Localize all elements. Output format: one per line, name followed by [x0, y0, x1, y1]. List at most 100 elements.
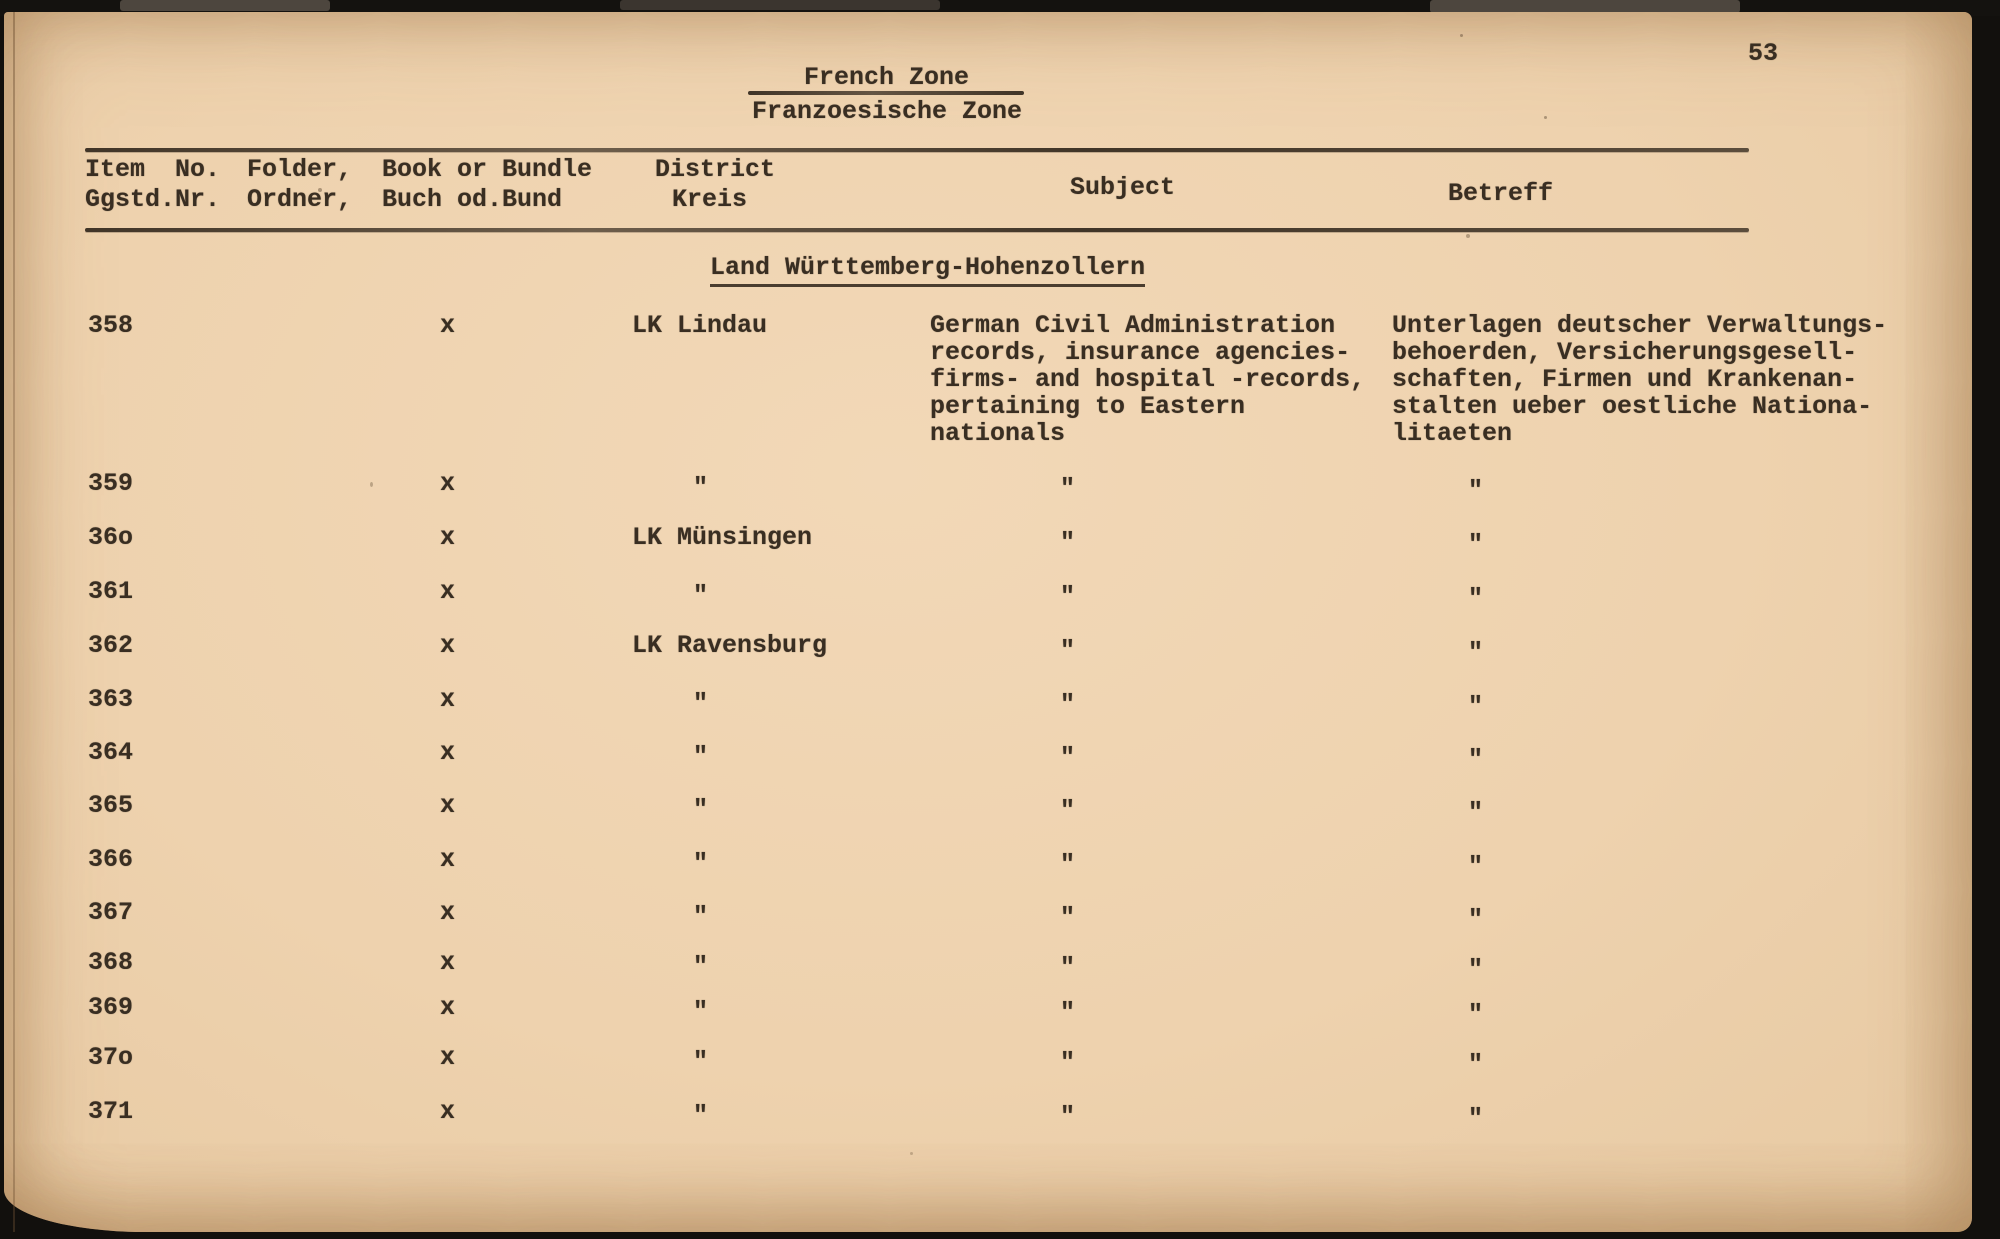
section-heading: Land Württemberg-Hohenzollern [710, 254, 1146, 287]
subject-ditto: " [1060, 743, 1076, 772]
item-number: 364 [88, 738, 134, 767]
folder-mark: x [440, 311, 456, 340]
scanner-artifact [120, 0, 330, 11]
paper-speck [910, 1152, 913, 1155]
col-header-folder-de: Ordner, Buch od.Bund [247, 185, 563, 214]
betreff-ditto: " [1468, 1104, 1484, 1133]
folder-mark: x [440, 845, 456, 874]
subject-ditto: " [1060, 998, 1076, 1027]
item-number: 367 [88, 898, 134, 927]
col-header-subject: Subject [1070, 173, 1176, 202]
subject-ditto: " [1060, 1048, 1076, 1077]
betreff-ditto: " [1468, 1000, 1484, 1029]
item-number: 359 [88, 469, 134, 498]
item-number: 37o [88, 1043, 134, 1072]
betreff-ditto: " [1468, 638, 1484, 667]
betreff-ditto: " [1468, 692, 1484, 721]
table-row: 364 x " " " [4, 738, 1972, 773]
paper-speck [1466, 234, 1470, 238]
col-header-betreff: Betreff [1448, 179, 1554, 208]
folder-mark: x [440, 1097, 456, 1126]
district-ditto: " [693, 689, 709, 718]
item-number: 36o [88, 523, 134, 552]
district-ditto: " [693, 849, 709, 878]
col-header-district-de: Kreis [672, 185, 748, 214]
table-row: 359 x " " " [4, 469, 1972, 504]
subject-ditto: " [1060, 850, 1076, 879]
table-row: 371 x " " " [4, 1097, 1972, 1132]
folder-mark: x [440, 523, 456, 552]
betreff-ditto: " [1468, 852, 1484, 881]
betreff-ditto: " [1468, 530, 1484, 559]
table-row: 363 x " " " [4, 685, 1972, 720]
col-header-district-en: District [655, 155, 776, 184]
betreff-ditto: " [1468, 476, 1484, 505]
subject-ditto: " [1060, 690, 1076, 719]
district-ditto: " [693, 1101, 709, 1130]
table-row: 36o x LK Münsingen " " [4, 523, 1972, 558]
paper-speck [1460, 34, 1463, 37]
paper-speck [318, 188, 322, 192]
page-title-german: Franzoesische Zone [752, 97, 1023, 126]
paper-sheet: 53 French Zone Franzoesische Zone Item N… [4, 12, 1972, 1232]
title-underline [748, 91, 1024, 95]
district-ditto: " [693, 795, 709, 824]
district-cell: LK Ravensburg [632, 631, 828, 660]
subject-ditto: " [1060, 1102, 1076, 1131]
district-cell: LK Lindau [632, 311, 768, 340]
district-ditto: " [693, 997, 709, 1026]
item-number: 361 [88, 577, 134, 606]
folder-mark: x [440, 1043, 456, 1072]
subject-ditto: " [1060, 636, 1076, 665]
district-ditto: " [693, 742, 709, 771]
district-ditto: " [693, 581, 709, 610]
betreff-ditto: " [1468, 584, 1484, 613]
item-number: 369 [88, 993, 134, 1022]
district-ditto: " [693, 952, 709, 981]
betreff-ditto: " [1468, 955, 1484, 984]
betreff-cell: Unterlagen deutscher Verwaltungs- behoer… [1392, 311, 1888, 448]
table-row: 367 x " " " [4, 898, 1972, 933]
folder-mark: x [440, 577, 456, 606]
scanner-artifact [620, 0, 940, 10]
item-number: 362 [88, 631, 134, 660]
paper-speck [370, 482, 373, 487]
table-row: 365 x " " " [4, 792, 1972, 826]
paper-speck [1544, 116, 1547, 119]
table-row: 369 x " " " [4, 993, 1972, 1028]
folder-mark: x [440, 993, 456, 1022]
table-row: 368 x " " " [4, 949, 1972, 983]
table-row: 37o x " " " [4, 1043, 1972, 1078]
folder-mark: x [440, 898, 456, 927]
table-row: 358 x LK Lindau German Civil Administrat… [4, 311, 1972, 447]
district-cell: LK Münsingen [632, 523, 813, 552]
betreff-ditto: " [1468, 745, 1484, 774]
district-ditto: " [693, 473, 709, 502]
district-ditto: " [693, 1047, 709, 1076]
page-number: 53 [1748, 39, 1779, 68]
folder-mark: x [440, 685, 456, 714]
paper-edge-line [13, 12, 15, 1232]
col-header-item-de: Ggstd.Nr. [85, 185, 221, 214]
table-header-rule [85, 228, 1749, 232]
item-number: 358 [88, 311, 134, 340]
col-header-folder-en: Folder, Book or Bundle [247, 155, 593, 184]
subject-ditto: " [1060, 474, 1076, 503]
betreff-ditto: " [1468, 905, 1484, 934]
subject-ditto: " [1060, 582, 1076, 611]
col-header-item-en: Item No. [85, 155, 221, 184]
betreff-ditto: " [1468, 1050, 1484, 1079]
subject-ditto: " [1060, 903, 1076, 932]
item-number: 371 [88, 1097, 134, 1126]
table-row: 361 x " " " [4, 577, 1972, 612]
scanner-artifact [1430, 0, 1740, 13]
table-row: 362 x LK Ravensburg " " [4, 631, 1972, 666]
folder-mark: x [440, 631, 456, 660]
subject-ditto: " [1060, 953, 1076, 982]
betreff-ditto: " [1468, 798, 1484, 827]
table-top-rule [85, 148, 1749, 152]
item-number: 366 [88, 845, 134, 874]
subject-cell: German Civil Administration records, ins… [930, 311, 1366, 448]
subject-ditto: " [1060, 796, 1076, 825]
